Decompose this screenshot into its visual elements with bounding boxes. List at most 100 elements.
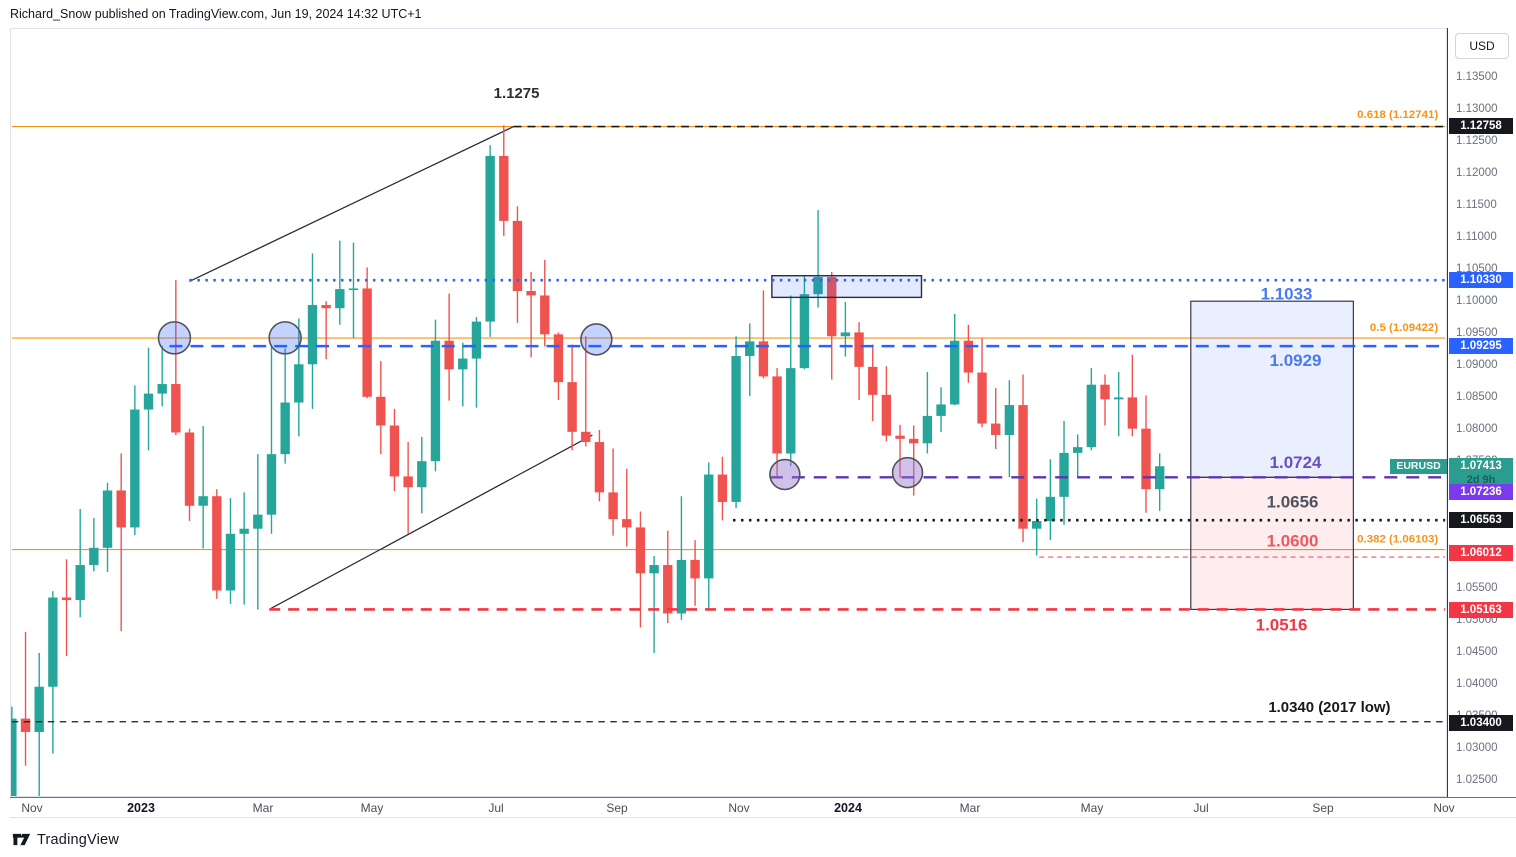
candle: [184, 428, 195, 522]
candle: [567, 344, 577, 451]
chart-pane[interactable]: 1.1275 1.1033 1.0929 1.0724 1.0656 1.0600 1.05…: [10, 28, 1447, 797]
candle: [294, 318, 304, 437]
candle: [1004, 380, 1015, 478]
retest-circle-4[interactable]: [769, 458, 801, 491]
retest-circle-5[interactable]: [891, 456, 924, 489]
candles-layer: [11, 125, 1165, 796]
candle: [676, 496, 687, 620]
candle: [581, 336, 591, 447]
candle: [922, 371, 933, 454]
time-tick-label: Mar: [959, 801, 981, 815]
candle: [540, 259, 550, 347]
candle: [663, 530, 673, 624]
price-tick-label: 1.03000: [1456, 742, 1498, 755]
candle: [1141, 395, 1151, 513]
candle: [348, 242, 359, 339]
price-tick-label: 1.10500: [1456, 262, 1498, 275]
annotation-label: 1.1275: [494, 85, 540, 102]
retest-circle-3[interactable]: [580, 323, 613, 356]
price-axis[interactable]: USD 1.13500 1.13000 1.12500 1.12000 1.11500 1…: [1447, 28, 1516, 797]
publish-attribution: Richard_Snow published on TradingView.co…: [10, 7, 422, 21]
upper-trendline[interactable]: [189, 126, 514, 283]
candle: [253, 454, 263, 610]
candle: [731, 336, 741, 509]
candle: [1086, 368, 1097, 451]
tradingview-brand-text[interactable]: TradingView: [37, 831, 119, 848]
risk-zone-box[interactable]: [1190, 476, 1354, 611]
target-zone-box[interactable]: [1190, 300, 1354, 478]
price-tick-label: 1.11500: [1456, 199, 1497, 212]
candlestick-chart[interactable]: 1.1275 1.1033 1.0929 1.0724 1.0656 1.0600 1.05…: [11, 29, 1446, 796]
candle: [1032, 498, 1042, 556]
candle: [102, 482, 113, 573]
candle: [1045, 459, 1056, 541]
candle: [758, 290, 769, 379]
currency-toggle-button[interactable]: USD: [1455, 33, 1509, 59]
annotation-label: 1.0929: [1270, 351, 1322, 370]
price-tick-label: 1.13000: [1456, 103, 1498, 116]
candle: [34, 652, 44, 796]
circles-layer[interactable]: [157, 321, 924, 491]
price-badge: 1.12758: [1449, 118, 1513, 134]
candle: [471, 317, 482, 408]
lower-trendline[interactable]: [270, 434, 593, 609]
candle: [171, 280, 181, 436]
price-badge: 1.09295: [1449, 338, 1513, 354]
candle: [963, 324, 974, 383]
tradingview-logo-icon[interactable]: [12, 831, 31, 848]
time-axis[interactable]: Nov 2023 Mar May Jul Sep Nov 2024 Mar May Jul Sep No…: [10, 797, 1516, 818]
price-tick-label: 1.11000: [1456, 231, 1497, 244]
consolidation-box[interactable]: [771, 275, 923, 299]
price-badge: 1.06012: [1449, 545, 1513, 561]
price-tick-label: 1.08500: [1456, 390, 1498, 403]
retest-circle-2[interactable]: [268, 321, 302, 355]
time-tick-label: 2023: [127, 801, 155, 815]
candle: [280, 348, 290, 464]
symbol-tag: EURUSD: [1390, 459, 1447, 474]
candle: [1113, 371, 1124, 437]
candle: [1018, 374, 1028, 543]
annotation-label: 1.0656: [1267, 493, 1319, 512]
annotation-label: 0.618 (1.12741): [1357, 109, 1438, 121]
candle: [143, 347, 154, 451]
price-badge: 1.07413 2d 9h: [1449, 458, 1513, 488]
price-tick-label: 1.10000: [1456, 294, 1498, 307]
annotation-label: 0.5 (1.09422): [1370, 322, 1438, 334]
candle: [622, 468, 632, 547]
candle: [526, 271, 536, 358]
candle: [1127, 354, 1138, 437]
trendlines-layer[interactable]: [189, 126, 593, 609]
candle: [239, 492, 249, 605]
candle: [512, 206, 523, 323]
price-badge: 1.03400: [1449, 715, 1513, 731]
levels-layer[interactable]: [11, 125, 1446, 723]
candle: [430, 319, 441, 472]
candle: [704, 462, 714, 610]
price-tick-label: 1.04500: [1456, 646, 1498, 659]
candle: [198, 426, 208, 549]
candle: [635, 511, 646, 628]
price-tick-label: 1.09000: [1456, 358, 1498, 371]
boxes-layer[interactable]: [771, 275, 1354, 611]
retest-circle-1[interactable]: [157, 321, 192, 355]
candle: [840, 301, 851, 357]
candle: [594, 429, 605, 502]
price-badge: 1.10330: [1449, 272, 1513, 288]
annotation-label: 0.382 (1.06103): [1357, 534, 1438, 546]
candle: [403, 442, 413, 534]
footer: TradingView: [12, 831, 119, 848]
candle: [225, 498, 236, 604]
candle: [321, 301, 331, 360]
time-tick-label: Jul: [488, 801, 504, 815]
candle: [881, 366, 892, 442]
candle: [553, 332, 564, 400]
time-tick-label: Nov: [21, 801, 43, 815]
candle: [335, 240, 345, 325]
price-tick-label: 1.12000: [1456, 167, 1498, 180]
price-tick-label: 1.12500: [1456, 135, 1498, 148]
candle: [130, 385, 140, 536]
candle: [690, 540, 700, 606]
time-tick-label: Sep: [606, 801, 628, 815]
time-tick-label: May: [1080, 801, 1104, 815]
